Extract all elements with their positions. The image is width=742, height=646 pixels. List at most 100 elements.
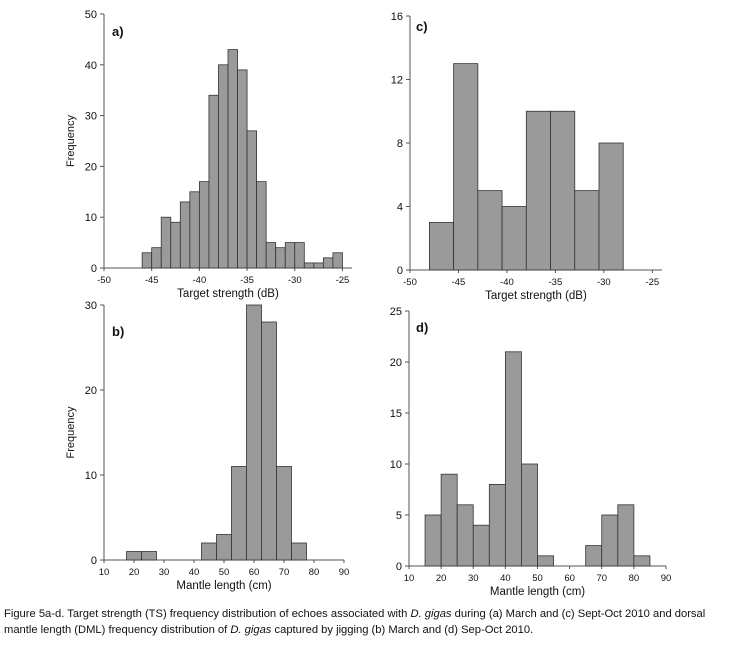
panel-a-y-tick-label: 20 [85,161,97,173]
panel-c-bar [477,190,503,271]
panel-d-y-tick-label: 15 [390,408,402,420]
panel-b-x-axis-title: Mantle length (cm) [176,580,271,592]
panel-b-label: b) [112,324,124,339]
panel-b-y-tick-label: 30 [85,300,97,312]
panel-a-bar [179,201,191,269]
panel-d-x-axis-title: Mantle length (cm) [490,586,585,598]
panel-a-chart: 0 10 20 30 40 50 -50 -45 -40 -35 -30 -25 Target stre… [65,9,352,300]
panel-a-bar [208,94,219,269]
panel-c-x-tick-label: -50 [403,277,417,288]
panel-d-bar [504,351,522,567]
panel-a-bar [294,242,305,269]
panel-d-x-tick-label: 80 [629,573,640,584]
panel-d-x-tick-label: 30 [468,573,479,584]
panel-a-y-axis-title: Frequency [65,115,77,167]
panel-c-bar [453,63,479,271]
panel-d-y-tick-label: 10 [390,459,402,471]
panel-a-y-tick-label: 30 [85,111,97,123]
panel-a-label: a) [112,24,124,39]
panel-c-x-tick-label: -30 [597,277,611,288]
panel-a-x-tick-label: -40 [193,275,207,286]
panel-b-bar [231,466,247,561]
panel-d-bar [617,504,635,567]
panel-b-x-tick-label: 10 [99,567,110,578]
panel-c-bar [525,110,551,271]
panel-a-bar [151,247,162,269]
panel-c-bar [428,221,455,271]
panel-a-bar [237,69,248,269]
panel-a-bar [284,242,296,269]
panel-c-y-tick-label: 12 [391,75,403,87]
panel-c-y-tick-label: 0 [397,265,403,277]
panel-a-bar [322,257,334,269]
panel-b-bar [261,321,277,561]
panel-d-bar [472,524,490,567]
panel-a-bar [303,262,315,269]
panel-d-x-tick-label: 40 [500,573,511,584]
panel-b-x-tick-label: 90 [339,567,350,578]
panel-b-y-axis-title: Frequency [65,406,77,458]
caption-prefix: Figure 5a-d. Target strength (TS) freque… [4,608,411,620]
panel-c-x-tick-label: -40 [500,277,514,288]
panel-a-bar [275,247,286,269]
panel-c-y-tick-label: 4 [397,202,403,214]
panel-d-x-tick-label: 20 [436,573,447,584]
panel-b-bar [201,542,217,561]
panel-a-bar [218,64,229,269]
panel-a-bar [332,252,343,269]
caption-suffix: captured by jigging (b) March and (d) Se… [271,624,534,636]
panel-c-x-tick-label: -25 [645,277,659,288]
figure-caption: Figure 5a-d. Target strength (TS) freque… [4,606,740,638]
panel-d-y-tick-label: 0 [396,561,402,573]
panel-d-y-tick-label: 25 [390,306,402,318]
panel-a-bar [198,181,210,269]
panel-b-bar [246,304,262,561]
panel-b-bar [291,542,307,561]
panel-d-y-tick-label: 20 [390,357,402,369]
panel-d-bar [424,514,442,567]
panel-a-x-tick-label: -45 [145,275,159,286]
panel-b-x-tick-label: 70 [279,567,290,578]
panel-c-x-tick-label: -35 [549,277,563,288]
panel-d-chart: 0 5 10 15 20 25 10 20 30 40 50 60 70 80 90 Mantle lengt… [390,306,672,598]
caption-species-1: D. gigas [410,608,452,620]
panel-a-bar [141,252,153,269]
panel-b-bar [141,551,157,561]
panel-a-x-tick-label: -30 [288,275,302,286]
panel-d-bar [488,483,506,567]
panel-a-bar [227,49,238,269]
panel-d-bar [456,504,474,567]
panel-a-y-tick-label: 40 [85,60,97,72]
panel-a-bar [170,221,181,269]
panel-c-bar [550,110,576,271]
panel-b-y-tick-label: 10 [85,470,97,482]
panel-a-y-tick-label: 50 [85,9,97,21]
panel-d-bar [601,514,619,567]
panel-a-x-tick-label: -35 [240,275,254,286]
panel-c-y-tick-label: 8 [397,138,403,150]
panel-d-label: d) [416,320,428,335]
panel-c-bar [574,190,600,271]
panel-a-bar [256,181,267,269]
panel-c-x-axis-title: Target strength (dB) [485,290,587,302]
caption-middle: during (a) March and (c) Sept-Oct 2010 a… [4,608,706,636]
panel-d-bar [521,463,538,567]
panel-c-y-tick-label: 16 [391,11,403,23]
panel-b-x-tick-label: 50 [219,567,230,578]
panel-a-bar [313,262,324,269]
panel-a-x-tick-label: -50 [97,275,111,286]
panel-c-chart: 0 4 8 12 16 -50 -45 -40 -35 -30 -25 Target strength… [391,11,662,302]
panel-a-y-tick-label: 0 [91,263,97,275]
panel-c-label: c) [416,19,428,34]
panel-d-x-tick-label: 10 [404,573,415,584]
panel-b-x-tick-label: 80 [309,567,320,578]
caption-species-2: D. gigas [230,624,272,636]
panel-d-x-tick-label: 50 [532,573,543,584]
panel-a-bar [265,242,277,269]
panel-d-bar [633,555,651,567]
panel-b-x-tick-label: 30 [159,567,170,578]
panel-b-x-tick-label: 60 [249,567,260,578]
panel-d-bar [585,545,603,567]
